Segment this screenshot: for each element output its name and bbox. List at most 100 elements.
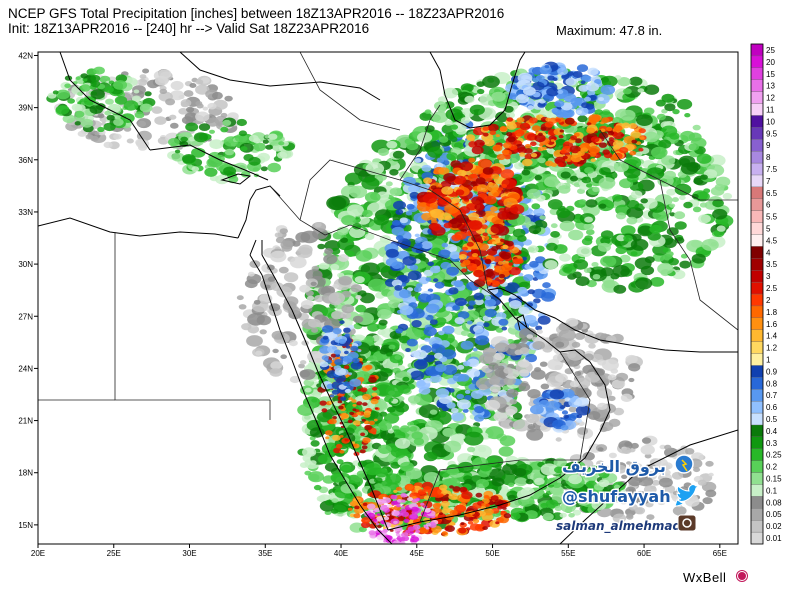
precip-cell: [434, 281, 445, 289]
precip-cell: [621, 122, 631, 129]
precip-cell: [326, 196, 347, 211]
precip-cell: [344, 333, 350, 337]
precip-cell: [693, 177, 704, 185]
precip-cell: [370, 398, 379, 405]
precip-cell: [186, 106, 195, 113]
precip-cell: [386, 504, 392, 508]
precip-cell: [308, 471, 324, 483]
precip-cell: [513, 149, 518, 153]
precip-cell: [191, 166, 200, 172]
precip-cell: [653, 467, 663, 475]
precip-cell: [635, 151, 643, 157]
precip-cell: [390, 494, 398, 500]
precip-cell: [399, 305, 414, 316]
country-border: [659, 179, 738, 331]
precip-cell: [361, 445, 368, 450]
precip-cell: [240, 146, 248, 152]
precip-cell: [354, 505, 360, 510]
precip-cell: [712, 208, 728, 220]
precip-cell: [542, 512, 554, 521]
precip-cell: [661, 125, 678, 137]
precip-cell: [521, 169, 531, 176]
precip-cell: [344, 389, 351, 394]
precip-cell: [464, 389, 471, 394]
precip-cell: [608, 418, 621, 427]
precip-cell: [432, 502, 441, 509]
precip-cell: [136, 130, 152, 142]
precip-cell: [442, 427, 456, 437]
precip-cell: [471, 145, 484, 155]
precip-cell: [614, 464, 627, 474]
precip-cell: [448, 493, 458, 501]
precip-cell: [344, 350, 349, 355]
precip-cell: [532, 81, 545, 91]
precip-cell: [391, 226, 405, 236]
precip-cell: [441, 531, 448, 536]
precip-cell: [656, 113, 667, 121]
precip-cell: [223, 166, 237, 176]
precip-cell: [546, 477, 558, 486]
precip-cell: [444, 527, 450, 531]
precip-cell: [515, 258, 524, 265]
precip-cell: [374, 483, 383, 490]
precip-cell: [505, 282, 520, 293]
precip-cell: [90, 80, 101, 88]
precip-cell: [500, 238, 505, 242]
precip-cell: [539, 361, 548, 367]
precip-cell: [425, 303, 440, 314]
precip-cell: [464, 394, 472, 401]
precip-cell: [386, 500, 391, 503]
precip-cell: [168, 138, 180, 147]
precip-cell: [480, 224, 488, 230]
precip-cell: [406, 203, 415, 210]
precip-cell: [613, 407, 625, 416]
precip-cell: [482, 232, 488, 237]
precip-cell: [454, 231, 467, 240]
precip-cell: [467, 212, 480, 221]
precip-cell: [378, 421, 392, 431]
precip-cell: [708, 472, 714, 477]
precip-cell: [574, 486, 587, 495]
precip-cell: [477, 158, 492, 169]
precip-cell: [456, 399, 472, 410]
country-borders: [38, 52, 738, 523]
precip-cell: [577, 150, 585, 157]
precip-cell: [460, 340, 474, 350]
precip-cell: [483, 494, 490, 500]
precip-cell: [598, 479, 610, 488]
precip-cell: [321, 408, 328, 413]
precip-cell: [423, 451, 438, 462]
precip-cell: [423, 472, 440, 484]
precip-cell: [47, 92, 57, 99]
precip-cell: [395, 235, 404, 241]
precip-cell: [615, 246, 627, 255]
precip-cell: [560, 501, 577, 513]
precip-cell: [476, 184, 488, 192]
precip-cell: [548, 135, 557, 141]
precip-cell: [555, 118, 561, 122]
precip-cell: [344, 438, 349, 442]
precip-cell: [599, 167, 611, 176]
precip-cell: [402, 376, 410, 382]
precip-cell: [587, 67, 599, 76]
precip-cell: [598, 470, 610, 479]
precip-cell: [322, 325, 334, 334]
precip-cell: [347, 351, 359, 360]
precip-cell: [423, 486, 432, 492]
precip-cell: [597, 447, 604, 452]
precip-cell: [646, 167, 665, 180]
precip-cell: [530, 369, 546, 380]
precip-cell: [558, 134, 564, 139]
precip-cell: [364, 335, 375, 343]
precip-cell: [241, 323, 252, 331]
precip-cell: [535, 325, 543, 331]
precip-cell: [298, 363, 305, 369]
precip-cell: [446, 152, 458, 161]
precip-cell: [274, 232, 283, 238]
precip-cell: [359, 292, 375, 304]
precip-cell: [343, 327, 351, 333]
precip-cell: [374, 407, 378, 410]
precip-cell: [612, 265, 630, 278]
precip-cell: [674, 221, 687, 230]
coastline: [559, 349, 611, 433]
